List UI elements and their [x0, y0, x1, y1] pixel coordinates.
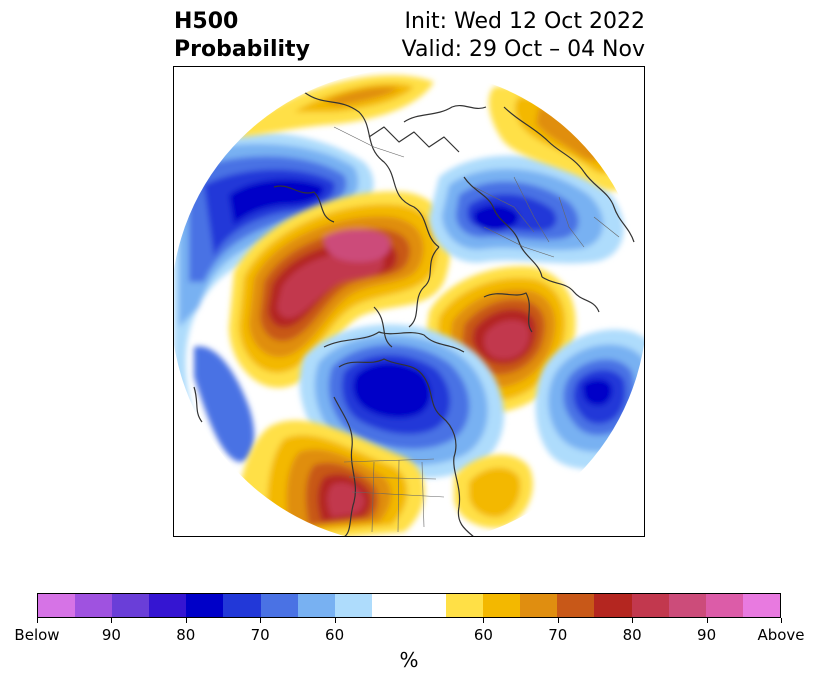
colorbar-swatch [594, 594, 632, 617]
colorbar-tick-mark [632, 618, 634, 623]
coastlines [181, 86, 635, 536]
title-left: H500 Probability [174, 8, 310, 64]
colorbar-tick-mark [37, 618, 38, 623]
colorbar-swatch [149, 594, 187, 617]
anomaly-above-north [234, 75, 434, 137]
colorbar-swatch [371, 594, 409, 617]
title-variable: H500 [174, 9, 239, 34]
colorbar-tick-label: 70 [548, 626, 568, 644]
colorbar-swatch [705, 594, 743, 617]
colorbar-tick-label: 60 [325, 626, 345, 644]
colorbar-tick-label: 90 [101, 626, 121, 644]
political-borders [333, 126, 620, 533]
colorbar-swatch [483, 594, 521, 617]
colorbar-swatch [260, 594, 298, 617]
colorbar-swatch [520, 594, 558, 617]
colorbar-swatch [742, 594, 780, 617]
anomaly-above-southeast [454, 454, 533, 528]
colorbar-tick-label: 60 [473, 626, 493, 644]
colorbar-tick-mark [185, 618, 187, 623]
colorbar-tick-label: 80 [622, 626, 642, 644]
title-quantity: Probability [174, 37, 310, 62]
colorbar-unit: % [399, 648, 419, 672]
colorbar-swatch [668, 594, 706, 617]
colorbar-tick-mark [557, 618, 559, 623]
colorbar-tick-mark [111, 618, 113, 623]
colorbar-swatch [557, 594, 595, 617]
colorbar-tick-label: 80 [176, 626, 196, 644]
colorbar-tick-mark [483, 618, 485, 623]
colorbar-swatch [38, 594, 76, 617]
colorbar-swatch [631, 594, 669, 617]
colorbar-tick-mark [781, 618, 782, 623]
colorbar-swatch [186, 594, 224, 617]
colorbar-swatch [75, 594, 113, 617]
colorbar-swatch [223, 594, 261, 617]
colorbar-swatch [334, 594, 372, 617]
colorbar-tick-label: Above [757, 626, 805, 644]
anomaly-above-central [229, 191, 451, 388]
init-date: Init: Wed 12 Oct 2022 [404, 9, 645, 34]
valid-period: Valid: 29 Oct – 04 Nov [401, 37, 645, 62]
colorbar-swatch [297, 594, 335, 617]
colorbar-tick-mark [260, 618, 262, 623]
title-right: Init: Wed 12 Oct 2022 Valid: 29 Oct – 04… [402, 8, 645, 64]
colorbar-swatch [112, 594, 150, 617]
colorbar-tick-label: 90 [697, 626, 717, 644]
colorbar-tick-mark [706, 618, 708, 623]
colorbar [37, 593, 781, 618]
colorbar-swatch [446, 594, 484, 617]
colorbar-tick-mark [334, 618, 336, 623]
probability-map [174, 67, 644, 536]
colorbar-swatch [408, 594, 447, 617]
map-panel [173, 66, 645, 537]
colorbar-tick-label: Below [14, 626, 60, 644]
colorbar-tick-label: 70 [250, 626, 270, 644]
